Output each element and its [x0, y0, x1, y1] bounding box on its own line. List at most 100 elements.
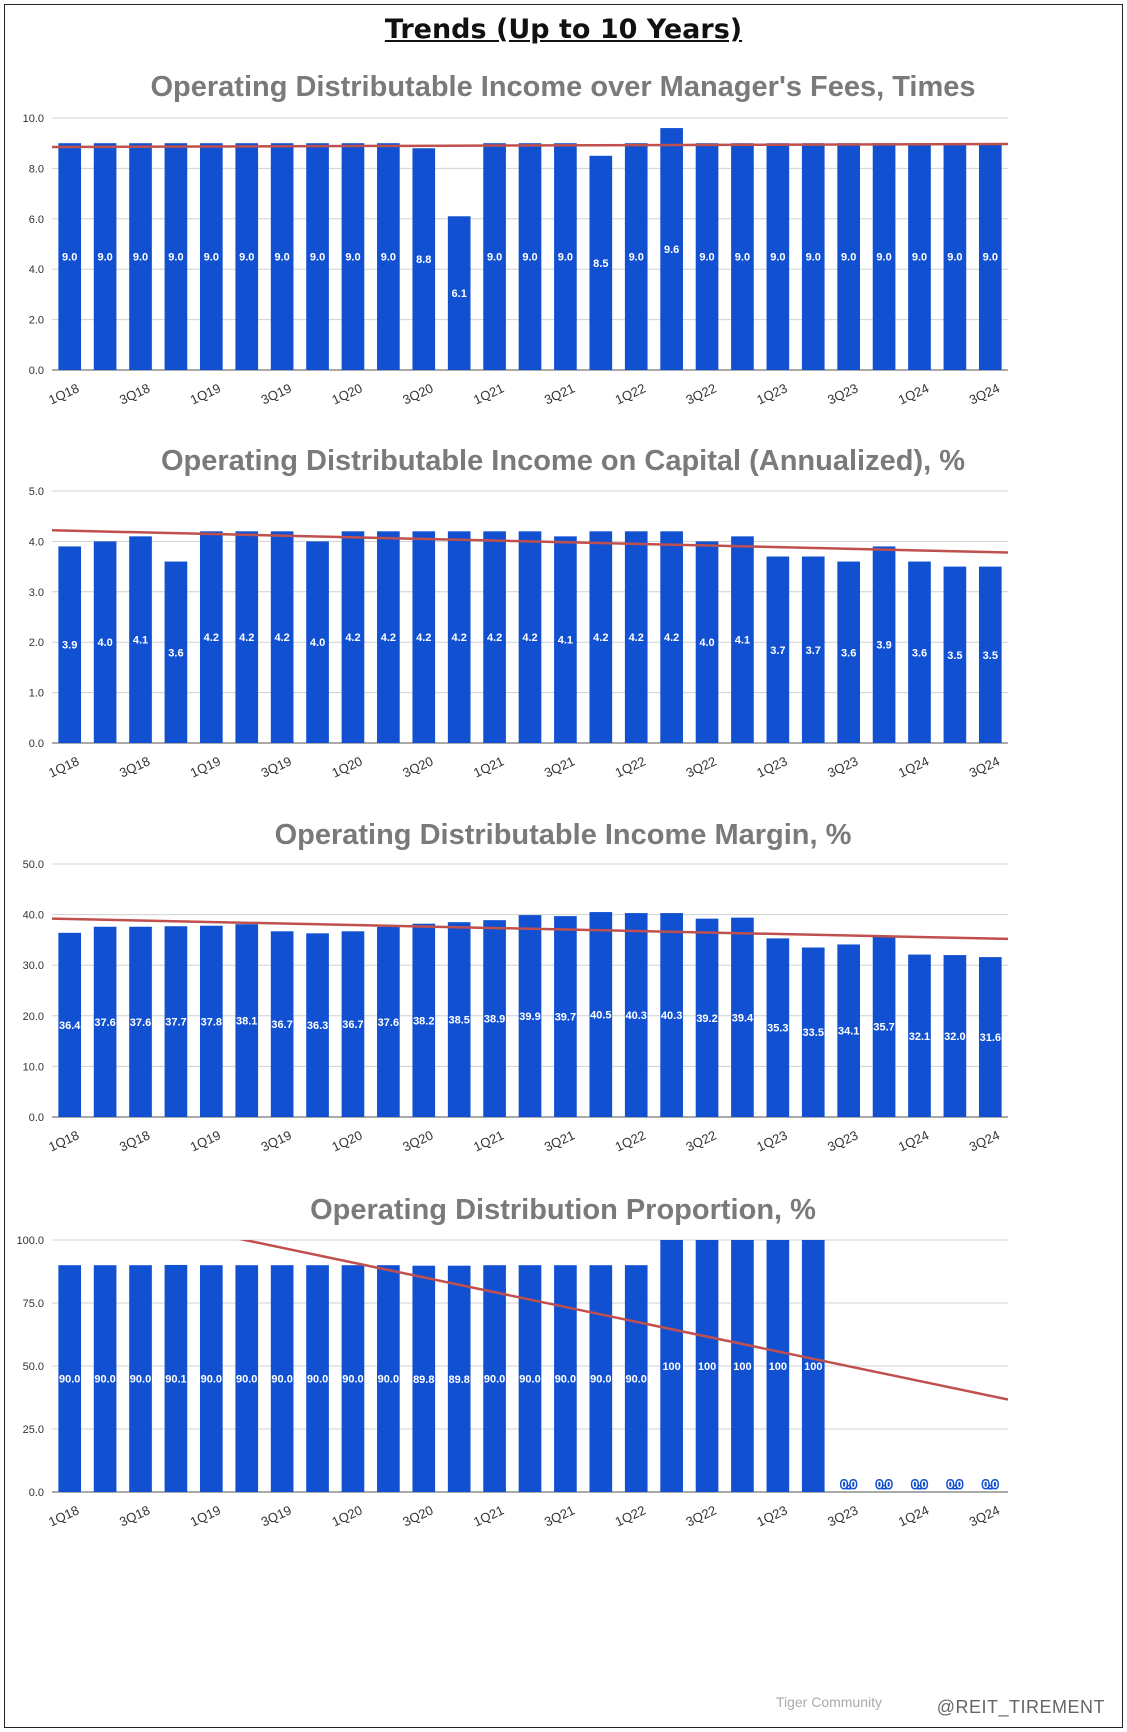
data-label: 9.0	[487, 252, 502, 264]
data-label: 90.0	[626, 1374, 647, 1386]
bar	[766, 938, 790, 1117]
trendline	[238, 1240, 1008, 1401]
x-tick-label: 1Q24	[896, 380, 931, 407]
data-label: 90.0	[590, 1374, 611, 1386]
bar	[943, 566, 967, 743]
bar	[447, 531, 471, 743]
bar	[872, 546, 896, 743]
x-tick-label: 3Q19	[259, 1502, 294, 1529]
bar	[129, 1265, 152, 1492]
x-tick-label: 3Q20	[400, 380, 435, 407]
x-tick-label: 3Q23	[825, 753, 860, 780]
data-label: 34.1	[838, 1026, 859, 1038]
data-label: 90.0	[94, 1374, 115, 1386]
data-label: 37.7	[165, 1017, 186, 1029]
data-label: 9.0	[381, 252, 396, 264]
x-tick-label: 3Q21	[542, 380, 577, 407]
data-label: 36.4	[59, 1020, 81, 1032]
data-label: 0.0	[912, 1479, 927, 1491]
data-label: 4.2	[416, 632, 431, 644]
x-tick-label: 3Q24	[967, 1127, 1002, 1154]
x-tick-label: 1Q20	[329, 1127, 364, 1154]
bar	[235, 531, 259, 743]
bar	[377, 143, 400, 370]
bar	[306, 933, 329, 1117]
x-tick-label: 1Q20	[329, 1502, 364, 1529]
bar	[235, 1265, 259, 1492]
bar	[624, 143, 648, 370]
data-label: 38.9	[484, 1014, 505, 1026]
y-tick-label: 8.0	[29, 163, 44, 175]
x-tick-label: 3Q20	[400, 1502, 435, 1529]
data-label: 9.0	[735, 252, 750, 264]
bar	[58, 143, 82, 370]
y-tick-label: 0.0	[29, 738, 44, 750]
x-tick-label: 1Q19	[188, 380, 223, 407]
y-tick-label: 5.0	[29, 486, 44, 498]
bar	[164, 926, 188, 1117]
bar	[554, 536, 577, 743]
bar	[93, 541, 117, 743]
x-tick-label: 1Q22	[613, 1502, 648, 1529]
x-tick-label: 1Q19	[188, 753, 223, 780]
data-label: 9.0	[204, 252, 219, 264]
trendline	[52, 917, 1008, 941]
bar	[589, 531, 613, 743]
data-label: 37.6	[94, 1017, 115, 1029]
bar	[872, 936, 896, 1117]
bar	[660, 913, 683, 1117]
data-label: 4.2	[629, 632, 644, 644]
data-label: 39.9	[519, 1011, 540, 1023]
bar	[695, 143, 719, 370]
data-label: 35.3	[767, 1023, 788, 1035]
bar	[518, 1265, 542, 1492]
bar	[731, 1240, 754, 1492]
bar	[341, 1265, 365, 1492]
data-label: 4.1	[558, 635, 573, 647]
bar	[129, 143, 152, 370]
x-tick-label: 1Q18	[46, 753, 81, 780]
bar	[731, 143, 754, 370]
bar	[341, 143, 365, 370]
y-tick-label: 25.0	[23, 1424, 44, 1436]
data-label: 39.7	[555, 1012, 576, 1024]
data-label: 100	[698, 1361, 716, 1373]
x-tick-label: 1Q22	[613, 1127, 648, 1154]
data-label: 9.0	[133, 252, 148, 264]
x-tick-label: 3Q20	[400, 1127, 435, 1154]
data-label: 3.9	[876, 640, 891, 652]
bar	[483, 1265, 506, 1492]
bar	[270, 143, 294, 370]
data-label: 9.0	[806, 252, 821, 264]
y-tick-label: 0.0	[29, 1112, 44, 1124]
bar	[58, 1265, 82, 1492]
bar	[447, 1265, 471, 1492]
bar	[93, 143, 117, 370]
data-label: 4.0	[310, 637, 325, 649]
bar	[554, 916, 577, 1117]
data-label: 9.0	[345, 252, 360, 264]
data-label: 90.0	[201, 1374, 222, 1386]
data-label: 9.0	[97, 252, 112, 264]
data-label: 4.0	[699, 637, 714, 649]
data-label: 3.7	[806, 645, 821, 657]
data-label: 9.0	[947, 252, 962, 264]
x-tick-label: 1Q21	[471, 1502, 506, 1529]
data-label: 9.0	[239, 252, 254, 264]
bar	[660, 1240, 683, 1492]
data-label: 90.0	[378, 1374, 399, 1386]
x-tick-label: 3Q22	[684, 380, 719, 407]
data-label: 0.0	[841, 1479, 856, 1491]
data-label: 4.2	[452, 632, 467, 644]
bar	[589, 155, 613, 370]
bar	[731, 536, 754, 743]
bar	[200, 531, 223, 743]
data-label: 4.2	[487, 632, 502, 644]
y-tick-label: 100.0	[16, 1235, 44, 1247]
x-tick-label: 1Q24	[896, 753, 931, 780]
bar	[483, 920, 506, 1117]
y-tick-label: 10.0	[23, 1061, 44, 1073]
bar	[341, 531, 365, 743]
bar	[235, 143, 259, 370]
x-tick-label: 3Q20	[400, 753, 435, 780]
